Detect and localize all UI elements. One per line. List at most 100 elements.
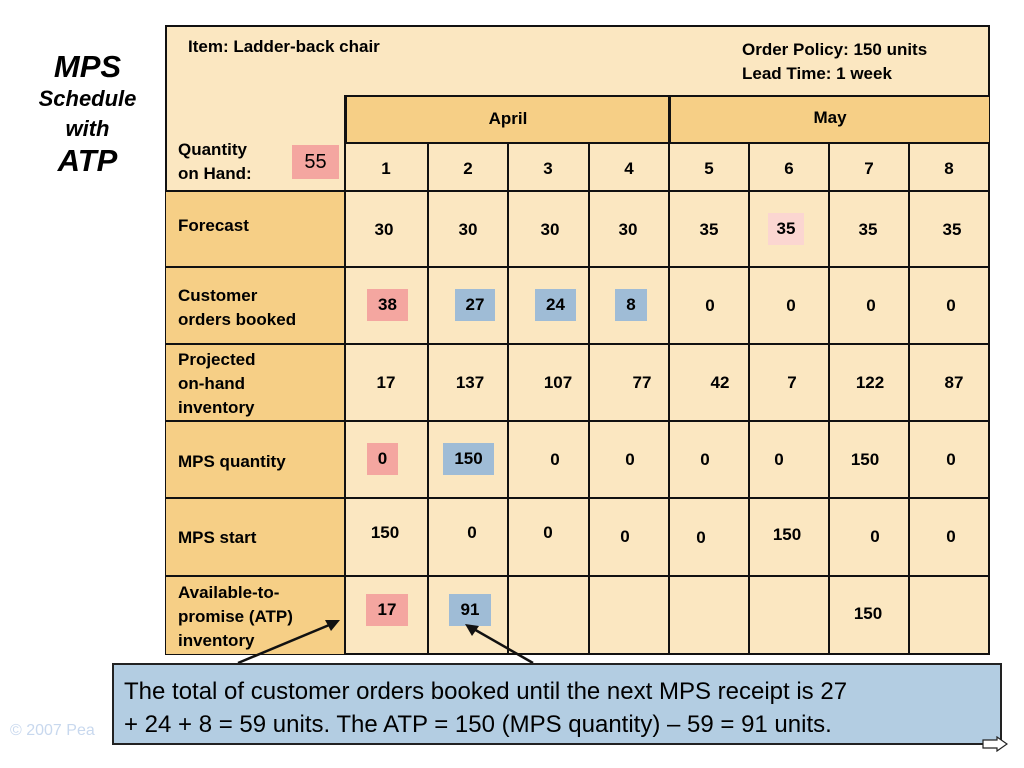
- qoh-label-line1: Quantity: [178, 140, 247, 159]
- mps-quantity-value: 0: [700, 450, 710, 469]
- projected-value: 17: [376, 373, 396, 392]
- customer-order-value: 0: [705, 296, 715, 315]
- customer-order-value-highlight: 38: [367, 289, 408, 321]
- qoh-value: 55: [292, 145, 339, 179]
- mps-quantity-value: 0: [625, 450, 635, 469]
- week-number: 2: [463, 159, 473, 178]
- atp-value-highlight: 17: [366, 594, 408, 626]
- grid-line: [427, 142, 429, 654]
- customer-order-value: 0: [946, 296, 956, 315]
- mps-start-value: 150: [772, 525, 802, 544]
- customer-order-value-highlight: 27: [455, 289, 495, 321]
- projected-label-line2: on-hand: [178, 374, 246, 393]
- forecast-value: 35: [699, 220, 719, 239]
- week-number: 3: [543, 159, 553, 178]
- order-policy: Order Policy: 150 units Lead Time: 1 wee…: [742, 38, 927, 86]
- mps-start-value: 0: [696, 528, 706, 547]
- week-number: 4: [624, 159, 634, 178]
- customer-order-value-highlight: 24: [535, 289, 576, 321]
- grid-line: [908, 142, 910, 654]
- forecast-value: 30: [374, 220, 394, 239]
- arrowhead-left-icon: [325, 620, 340, 631]
- arrow-line-left: [237, 621, 335, 665]
- month-may: May: [669, 95, 989, 142]
- projected-value: 77: [632, 373, 652, 392]
- label-bg-customer: [166, 266, 345, 344]
- mps-quantity-value: 0: [774, 450, 784, 469]
- mps-start-value: 0: [543, 523, 553, 542]
- grid-line: [748, 142, 750, 654]
- customer-order-value-highlight: 8: [615, 289, 647, 321]
- slide-title: MPS Schedule with ATP: [20, 50, 155, 178]
- projected-value: 137: [455, 373, 485, 392]
- atp-label: Available-to- promise (ATP) inventory: [178, 581, 293, 653]
- title-atp: ATP: [57, 143, 118, 178]
- item-label: Item: Ladder-back chair: [188, 37, 380, 56]
- callout-line1: The total of customer orders booked unti…: [124, 678, 848, 705]
- grid-line: [345, 142, 989, 144]
- atp-label-line1: Available-to-: [178, 583, 280, 602]
- forecast-value: 30: [540, 220, 560, 239]
- order-policy-text: Order Policy: 150 units: [742, 40, 928, 59]
- projected-label-line1: Projected: [178, 350, 256, 369]
- mps-start-value: 0: [467, 523, 477, 542]
- grid-line: [166, 420, 989, 422]
- projected-value: 122: [855, 373, 885, 392]
- atp-value: 150: [853, 604, 883, 623]
- title-mps: MPS: [53, 49, 122, 84]
- mps-quantity-value-highlight: 150: [443, 443, 494, 475]
- atp-value-highlight: 91: [449, 594, 491, 626]
- title-schedule: Schedule: [38, 86, 137, 111]
- mps-start-value: 150: [370, 523, 400, 542]
- mps-quantity-value: 150: [850, 450, 880, 469]
- qoh-label-line2: on Hand:: [178, 164, 252, 183]
- grid-line: [588, 142, 590, 654]
- grid-line: [166, 190, 989, 192]
- grid-line: [668, 95, 670, 654]
- atp-label-line3: inventory: [178, 631, 255, 650]
- copyright-text: © 2007 Pea: [10, 722, 95, 739]
- mps-quantity-value: 0: [946, 450, 956, 469]
- mps-start-label: MPS start: [178, 528, 257, 547]
- arrowhead-right-icon: [465, 624, 479, 636]
- forecast-value: 35: [942, 220, 962, 239]
- grid-line: [344, 95, 346, 654]
- explanation-callout: The total of customer orders booked unti…: [112, 663, 1002, 745]
- week-number: 8: [944, 159, 954, 178]
- next-slide-arrow-icon[interactable]: [982, 736, 1008, 752]
- customer-order-value: 0: [866, 296, 876, 315]
- forecast-value: 30: [618, 220, 638, 239]
- projected-label: Projected on-hand inventory: [178, 348, 255, 420]
- arrow-line-right: [471, 626, 534, 665]
- week-number: 5: [704, 159, 714, 178]
- mps-start-value: 0: [870, 527, 880, 546]
- projected-value: 42: [710, 373, 730, 392]
- mps-quantity-value: 0: [550, 450, 560, 469]
- projected-label-line3: inventory: [178, 398, 255, 417]
- month-april: April: [345, 95, 669, 142]
- mps-start-value: 0: [620, 527, 630, 546]
- month-april-label: April: [488, 109, 528, 128]
- customer-orders-label: Customer orders booked: [178, 284, 296, 332]
- projected-value: 7: [787, 373, 797, 392]
- grid-line: [166, 575, 989, 577]
- week-number: 7: [864, 159, 874, 178]
- atp-label-line2: promise (ATP): [178, 607, 293, 626]
- customer-orders-label-line1: Customer: [178, 286, 258, 305]
- grid-line: [166, 497, 989, 499]
- mps-start-value: 0: [946, 527, 956, 546]
- month-may-label: May: [813, 108, 847, 127]
- qoh-label: Quantity on Hand:: [178, 138, 252, 186]
- grid-line: [828, 142, 830, 654]
- grid-line: [507, 142, 509, 654]
- forecast-label: Forecast: [178, 216, 249, 235]
- customer-order-value: 0: [786, 296, 796, 315]
- week-number: 6: [784, 159, 794, 178]
- callout-line2: + 24 + 8 = 59 units. The ATP = 150 (MPS …: [124, 711, 832, 738]
- mps-quantity-value-highlight: 0: [367, 443, 398, 475]
- mps-quantity-label: MPS quantity: [178, 452, 286, 471]
- lead-time-text: Lead Time: 1 week: [742, 64, 892, 83]
- forecast-value-highlight: 35: [768, 213, 804, 245]
- week-number: 1: [381, 159, 391, 178]
